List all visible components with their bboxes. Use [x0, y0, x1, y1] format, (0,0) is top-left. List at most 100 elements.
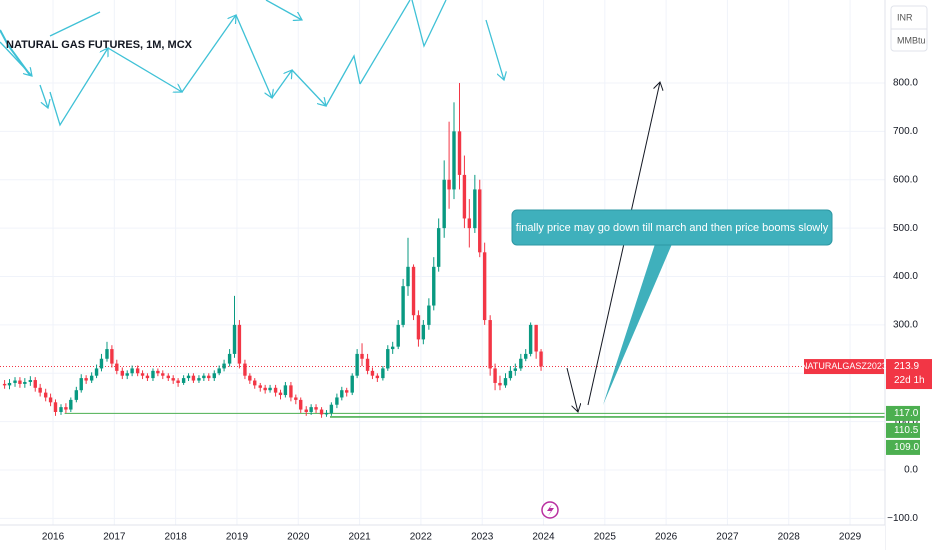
candle-body — [324, 412, 329, 415]
drawing-arrow — [0, 29, 31, 76]
candle-body — [473, 189, 477, 229]
candle-body — [365, 358, 370, 371]
candle-body — [69, 399, 73, 410]
candle-body — [94, 368, 99, 376]
candle-body — [74, 390, 79, 400]
candle-body — [145, 375, 150, 379]
candle-body — [401, 286, 405, 325]
candle-body — [84, 378, 88, 381]
candle-body — [135, 368, 140, 374]
candle-body — [396, 324, 400, 347]
candle-body — [442, 179, 446, 229]
candle-body — [125, 373, 129, 376]
candle-body — [289, 385, 293, 398]
candle-body — [375, 375, 380, 379]
forecast-arrow — [566, 367, 578, 412]
candle-body — [528, 324, 533, 354]
candle-body — [482, 252, 487, 321]
candle-body — [53, 402, 58, 412]
candle-body — [488, 320, 492, 369]
grid — [0, 0, 885, 525]
drawing-arrow — [181, 15, 236, 93]
drawing-arrow — [359, 0, 411, 85]
x-tick-label: 2029 — [839, 532, 862, 543]
candle-body — [278, 392, 283, 396]
candle-body — [253, 380, 257, 386]
time-axis — [0, 525, 885, 550]
candle-body — [18, 380, 22, 384]
candle-body — [43, 392, 48, 398]
candle-body — [355, 353, 359, 376]
candle-body — [258, 385, 262, 388]
candle-body — [197, 378, 201, 381]
y-tick-label: 0.0 — [904, 465, 918, 476]
candle-body — [38, 387, 42, 393]
candle-body — [243, 363, 247, 376]
candle-body — [59, 407, 63, 412]
candle-body — [171, 378, 175, 381]
x-tick-label: 2016 — [42, 532, 65, 543]
candle-body — [462, 174, 467, 219]
candle-body — [498, 382, 502, 386]
y-tick-label: 600.0 — [893, 174, 918, 185]
candle-body — [534, 324, 538, 352]
candle-body — [319, 409, 324, 415]
price-axis — [885, 0, 932, 550]
level-label: 117.0 — [894, 408, 919, 419]
candle-body — [493, 368, 497, 383]
callout-box — [511, 209, 833, 246]
candle-body — [79, 378, 83, 391]
candle-body — [7, 382, 12, 386]
candle-body — [268, 387, 272, 391]
candle-body — [151, 370, 155, 379]
candle-body — [513, 368, 518, 371]
candle-body — [314, 407, 318, 410]
drawing-arrow — [265, 0, 302, 20]
candle-body — [176, 380, 180, 383]
candle-body — [411, 266, 416, 316]
candle-body — [390, 346, 395, 350]
candle-body — [156, 370, 160, 374]
candle-body — [99, 358, 104, 369]
candle-body — [237, 324, 242, 364]
candle-body — [360, 353, 364, 359]
drawing-arrow — [49, 48, 108, 127]
x-tick-label: 2023 — [471, 532, 494, 543]
x-tick-label: 2019 — [226, 532, 249, 543]
x-tick-label: 2026 — [655, 532, 678, 543]
candles — [2, 82, 543, 418]
drawing-arrow — [49, 11, 101, 37]
drawing-arrow — [325, 54, 361, 107]
countdown-label: 22d 1h — [894, 375, 925, 386]
candle-body — [120, 370, 125, 376]
x-tick-label: 2018 — [165, 532, 188, 543]
x-tick-label: 2025 — [594, 532, 617, 543]
candle-body — [519, 358, 523, 369]
callout-pointer — [603, 244, 672, 405]
candle-body — [217, 368, 221, 374]
drawing-arrow — [291, 69, 326, 106]
price-badge — [886, 359, 932, 390]
y-tick-label: 400.0 — [893, 271, 918, 282]
currency: INR — [897, 12, 913, 22]
candle-body — [381, 368, 385, 379]
x-tick-label: 2021 — [348, 532, 371, 543]
candle-body — [524, 353, 528, 359]
axes: −100.00.0100.0200.0300.0400.0500.0600.07… — [42, 78, 932, 543]
candle-body — [350, 375, 354, 393]
candle-body — [427, 305, 431, 325]
candle-body — [508, 370, 513, 379]
y-tick-label: 800.0 — [893, 78, 918, 89]
chart-title: NATURAL GAS FUTURES, 1M, MCX — [6, 39, 193, 51]
x-tick-label: 2027 — [716, 532, 739, 543]
candle-body — [207, 375, 211, 379]
candle-body — [452, 131, 456, 190]
candle-body — [432, 266, 436, 306]
candle-body — [457, 131, 462, 175]
candle-body — [33, 380, 37, 388]
candle-body — [329, 404, 334, 413]
drawing-arrow — [411, 0, 447, 48]
